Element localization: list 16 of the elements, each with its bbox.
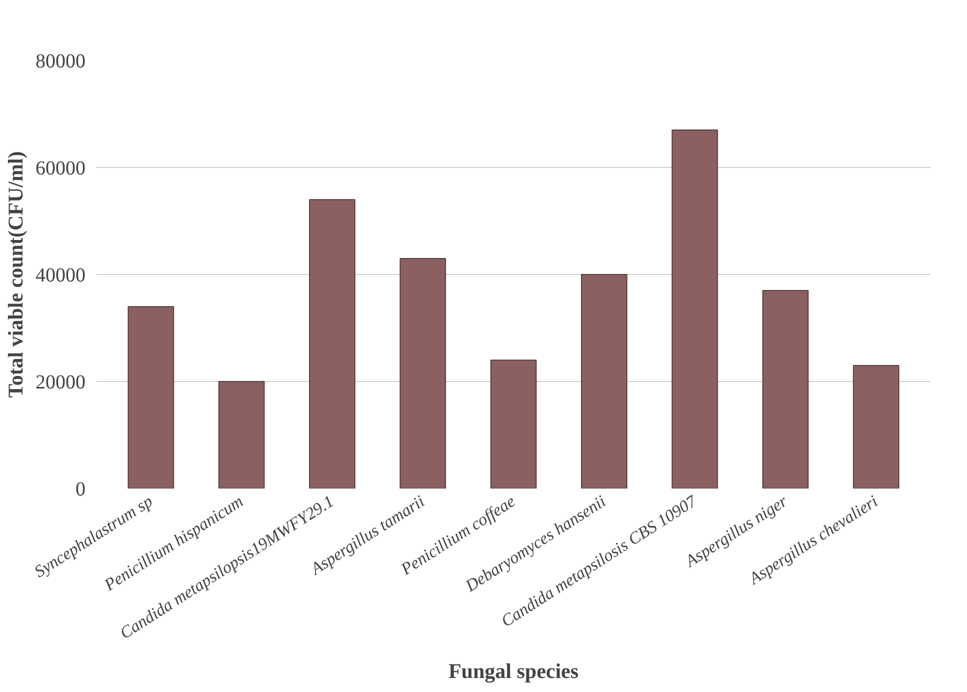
bar (218, 381, 265, 488)
bar (672, 130, 718, 488)
bar (309, 199, 356, 488)
y-axis-title: Total viable count(CFU/ml) (4, 151, 28, 398)
bar (490, 360, 537, 488)
bar (400, 258, 446, 488)
y-tick-label: 60000 (36, 158, 86, 180)
y-tick-label: 80000 (36, 50, 86, 72)
y-tick-label: 20000 (36, 372, 86, 394)
bar (852, 364, 900, 488)
bar (580, 274, 628, 488)
bar (128, 306, 174, 488)
x-axis-title: Fungal species (448, 658, 579, 683)
y-tick-label: 0 (76, 478, 86, 500)
bar (762, 290, 809, 488)
y-tick-label: 40000 (36, 264, 86, 286)
